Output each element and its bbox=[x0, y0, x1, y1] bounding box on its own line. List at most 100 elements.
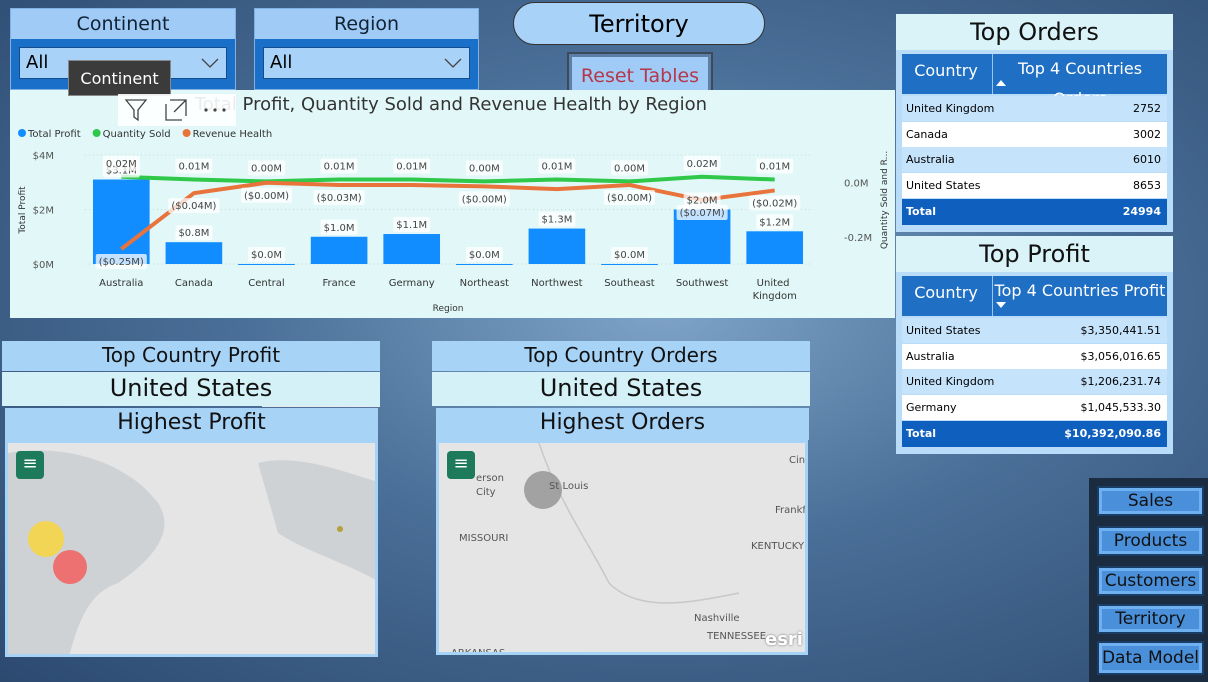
data-label-group: 0.00M bbox=[465, 160, 503, 176]
table-row: Australia 6010 bbox=[902, 147, 1167, 172]
y2-tick-label: -0.2M bbox=[844, 233, 872, 244]
data-label-bg bbox=[240, 187, 293, 203]
table-row: Australia $3,056,016.65 bbox=[902, 343, 1167, 369]
data-label: 0.01M bbox=[396, 162, 427, 173]
nav-button[interactable]: Customers bbox=[1097, 566, 1204, 596]
y-axis-title: Total Profit bbox=[18, 186, 28, 235]
visual-header-icons bbox=[118, 94, 236, 126]
continent-slicer[interactable]: Continent All bbox=[10, 8, 236, 90]
focus-icon[interactable] bbox=[165, 99, 187, 121]
table-row: Germany $1,045,533.30 bbox=[902, 394, 1167, 420]
column-header[interactable]: Top 4 Countries Profit bbox=[992, 276, 1167, 316]
map-label: MISSOURI bbox=[459, 533, 509, 544]
data-label: $3.1M bbox=[106, 166, 137, 177]
map-label: Frankfo bbox=[775, 505, 806, 516]
cell: Germany bbox=[906, 400, 957, 414]
y2-axis-title: Quantity Sold and R... bbox=[880, 151, 890, 249]
chevron bbox=[444, 58, 462, 68]
nav-button[interactable]: Products bbox=[1097, 526, 1204, 556]
cell: 2752 bbox=[1133, 102, 1161, 115]
data-label-bg bbox=[458, 191, 510, 207]
data-label-group: ($0.03M) bbox=[313, 189, 365, 205]
data-label-group: $1.3M bbox=[538, 211, 576, 227]
data-label: $2.0M bbox=[687, 196, 718, 207]
data-label: 0.00M bbox=[614, 163, 645, 174]
data-label-bg bbox=[611, 247, 648, 262]
top-profit-table: Top Profit Country Top 4 Countries Profit U… bbox=[896, 236, 1173, 454]
x-axis-title: Region bbox=[433, 304, 464, 314]
chart-title: Total Profit, Quantity Sold and Revenue … bbox=[194, 94, 707, 115]
chevron bbox=[201, 58, 219, 68]
data-label-group: ($0.02M) bbox=[749, 195, 801, 211]
filter-icon[interactable] bbox=[124, 99, 148, 122]
data-label-bg bbox=[465, 160, 503, 176]
data-label: 0.00M bbox=[469, 163, 500, 174]
cell: $1,045,533.30 bbox=[1080, 400, 1161, 414]
nav-button[interactable]: Data Model bbox=[1097, 641, 1204, 675]
cell: Australia bbox=[906, 153, 955, 166]
data-label: ($0.04M) bbox=[171, 201, 216, 212]
table-row: United States 8653 bbox=[902, 172, 1167, 198]
data-label-bg bbox=[95, 254, 147, 270]
data-label-bg bbox=[756, 158, 794, 174]
data-label-group: $0.0M bbox=[465, 247, 503, 262]
column-header[interactable]: Top 4 Countries Orders bbox=[992, 54, 1167, 108]
map-graphic bbox=[8, 450, 375, 654]
data-label-group: ($0.07M) bbox=[676, 204, 728, 220]
data-label-bg bbox=[676, 204, 728, 220]
more-icon[interactable] bbox=[204, 108, 226, 112]
nav-button[interactable]: Sales bbox=[1097, 486, 1204, 516]
slicer-dropdown[interactable]: All bbox=[263, 47, 470, 79]
column-header[interactable]: Country bbox=[914, 283, 978, 302]
data-label: ($0.25M) bbox=[99, 257, 144, 268]
data-label: ($0.02M) bbox=[752, 198, 797, 209]
data-label-group: ($0.04M) bbox=[168, 198, 220, 214]
data-label-bg bbox=[168, 198, 220, 214]
card-header: Top Country Orders bbox=[432, 341, 810, 371]
sort-arrow bbox=[996, 302, 1006, 308]
data-label-bg bbox=[393, 158, 431, 174]
map-menu[interactable]: ≡ bbox=[447, 451, 475, 479]
x-tick-label: Australia bbox=[99, 278, 143, 289]
bar bbox=[310, 236, 368, 264]
cell: 6010 bbox=[1133, 153, 1161, 166]
cell: United Kingdom bbox=[906, 375, 995, 388]
nav-button[interactable]: Territory bbox=[1097, 604, 1204, 634]
legend-label: Total Profit bbox=[27, 129, 81, 140]
data-label: 0.02M bbox=[687, 159, 718, 170]
data-label-bg bbox=[393, 217, 431, 233]
map-label: TENNESSEE bbox=[707, 631, 767, 642]
territory-button[interactable]: Territory bbox=[513, 2, 765, 45]
data-label: $1.2M bbox=[759, 217, 790, 228]
slicer-title: Continent bbox=[11, 9, 235, 39]
table-header bbox=[902, 54, 1167, 94]
data-label-bg bbox=[320, 219, 358, 235]
map-label: St Louis bbox=[549, 481, 589, 492]
table-row: United Kingdom 2752 bbox=[902, 96, 1167, 121]
cell: United States bbox=[906, 324, 981, 337]
map-label: Cinci bbox=[789, 455, 806, 466]
map-label: erson bbox=[476, 473, 504, 484]
bar bbox=[92, 179, 150, 264]
table-row: United Kingdom $1,206,231.74 bbox=[902, 369, 1167, 394]
data-label-group: 0.00M bbox=[248, 160, 285, 176]
slicer-title: Region bbox=[255, 9, 478, 39]
x-tick-label: Northeast bbox=[460, 278, 509, 289]
region-slicer[interactable]: Region All bbox=[254, 8, 479, 90]
data-label: 0.01M bbox=[324, 162, 355, 173]
x-tick-label: Southeast bbox=[604, 278, 655, 289]
data-label-group: $0.0M bbox=[248, 247, 285, 262]
x-tick-label: United Kingdom bbox=[753, 278, 797, 302]
cell: Canada bbox=[906, 127, 948, 141]
column-header[interactable]: Country bbox=[914, 61, 978, 80]
table-row: United States $3,350,441.51 bbox=[902, 318, 1167, 343]
cell: Australia bbox=[906, 349, 955, 363]
table-title: Top Orders bbox=[896, 14, 1173, 50]
x-tick-label: France bbox=[322, 278, 355, 289]
y-tick-label: $2M bbox=[33, 206, 54, 217]
map-menu[interactable]: ≡ bbox=[16, 451, 44, 479]
total-row: Total 24994 bbox=[902, 199, 1167, 225]
data-label-bg bbox=[603, 189, 656, 205]
bar bbox=[528, 228, 586, 264]
data-label-group: $1.0M bbox=[320, 219, 358, 235]
